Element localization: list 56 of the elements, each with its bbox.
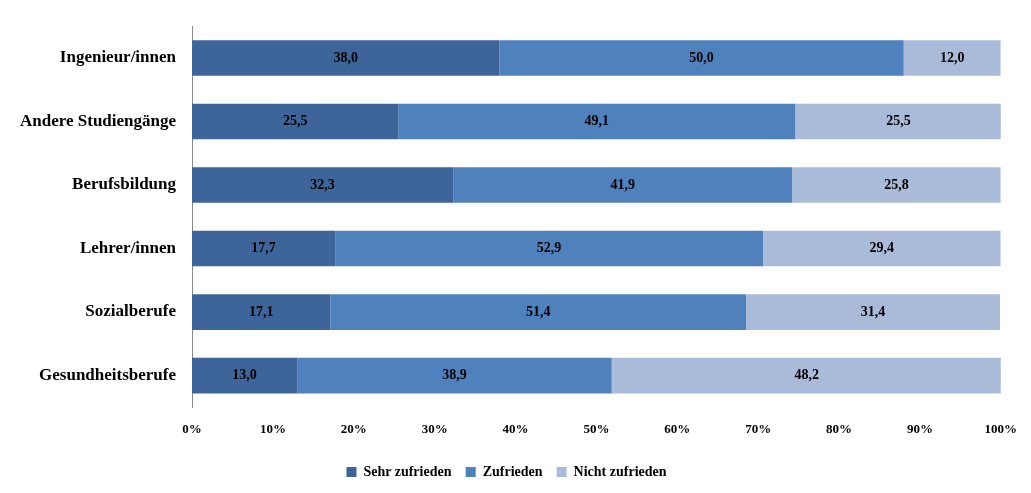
- bar: [330, 294, 746, 330]
- bar: [795, 103, 1001, 140]
- data-label: 17,1: [248, 303, 274, 319]
- bar: [335, 230, 763, 267]
- x-tick-label: 50%: [583, 420, 610, 436]
- bar: [192, 357, 298, 394]
- data-label: 50,0: [689, 49, 714, 65]
- data-label: 17,7: [251, 240, 276, 256]
- x-tick-label: 60%: [664, 420, 691, 436]
- bar: [192, 230, 336, 267]
- bar: [192, 167, 454, 203]
- bar: [297, 357, 612, 394]
- data-label: 12,0: [939, 49, 965, 65]
- data-label: 25,5: [282, 113, 308, 129]
- y-tick-label: Berufsbildung: [72, 174, 177, 194]
- data-label: 49,1: [584, 113, 610, 129]
- legend-label: Zufrieden: [482, 463, 543, 479]
- y-tick-label: Andere Studiengänge: [20, 110, 177, 130]
- y-tick-label: Ingenieur/innen: [59, 47, 177, 67]
- x-tick-label: 20%: [340, 420, 367, 436]
- data-label: 25,8: [884, 176, 909, 192]
- y-tick-label: Lehrer/innen: [79, 237, 177, 257]
- y-tick-label: Sozialberufe: [85, 301, 177, 321]
- bar: [611, 357, 1001, 394]
- bar: [792, 167, 1001, 203]
- bar: [499, 40, 904, 76]
- data-label: 29,4: [869, 240, 895, 256]
- x-tick-label: 0%: [182, 420, 202, 436]
- x-tick-label: 70%: [745, 420, 772, 436]
- data-label: 52,9: [536, 240, 562, 256]
- data-label: 38,0: [333, 49, 358, 65]
- legend-label: Sehr zufrieden: [363, 463, 452, 479]
- bar: [746, 294, 1000, 330]
- bar: [398, 103, 796, 140]
- data-label: 32,3: [310, 176, 335, 192]
- data-label: 48,2: [794, 367, 819, 383]
- x-tick-label: 30%: [421, 420, 448, 436]
- bar: [903, 40, 1001, 76]
- bar: [192, 103, 399, 140]
- data-label: 31,4: [860, 303, 886, 319]
- bar: [453, 167, 793, 203]
- bar: [192, 294, 331, 330]
- y-tick-label: Gesundheitsberufe: [39, 365, 177, 385]
- bar: [192, 40, 500, 76]
- data-label: 41,9: [610, 176, 635, 192]
- legend-label: Nicht zufrieden: [573, 463, 667, 479]
- x-tick-label: 90%: [906, 420, 933, 436]
- data-label: 25,5: [886, 113, 911, 129]
- x-tick-label: 100%: [984, 420, 1017, 436]
- data-label: 51,4: [525, 303, 551, 319]
- bar: [762, 230, 1001, 267]
- data-label: 38,9: [442, 367, 467, 383]
- x-tick-label: 80%: [826, 420, 852, 436]
- x-tick-label: 40%: [502, 420, 529, 436]
- x-tick-label: 10%: [259, 420, 286, 436]
- data-label: 13,0: [232, 367, 257, 383]
